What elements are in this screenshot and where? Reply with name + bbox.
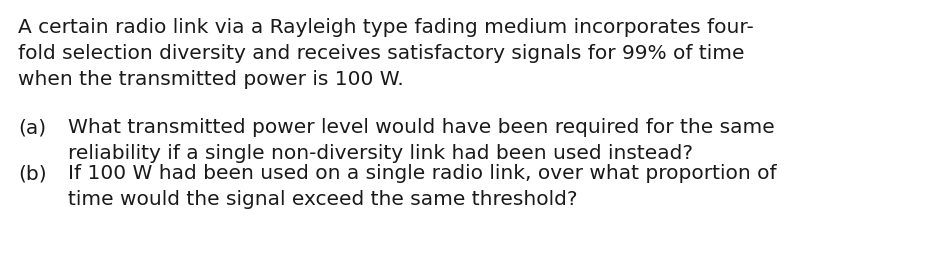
Text: (b): (b) — [18, 164, 46, 183]
Text: (a): (a) — [18, 118, 46, 137]
Text: What transmitted power level would have been required for the same: What transmitted power level would have … — [68, 118, 774, 137]
Text: A certain radio link via a Rayleigh type fading medium incorporates four-: A certain radio link via a Rayleigh type… — [18, 18, 753, 37]
Text: reliability if a single non-diversity link had been used instead?: reliability if a single non-diversity li… — [68, 144, 692, 163]
Text: when the transmitted power is 100 W.: when the transmitted power is 100 W. — [18, 70, 403, 89]
Text: time would the signal exceed the same threshold?: time would the signal exceed the same th… — [68, 190, 577, 209]
Text: If 100 W had been used on a single radio link, over what proportion of: If 100 W had been used on a single radio… — [68, 164, 776, 183]
Text: fold selection diversity and receives satisfactory signals for 99% of time: fold selection diversity and receives sa… — [18, 44, 743, 63]
